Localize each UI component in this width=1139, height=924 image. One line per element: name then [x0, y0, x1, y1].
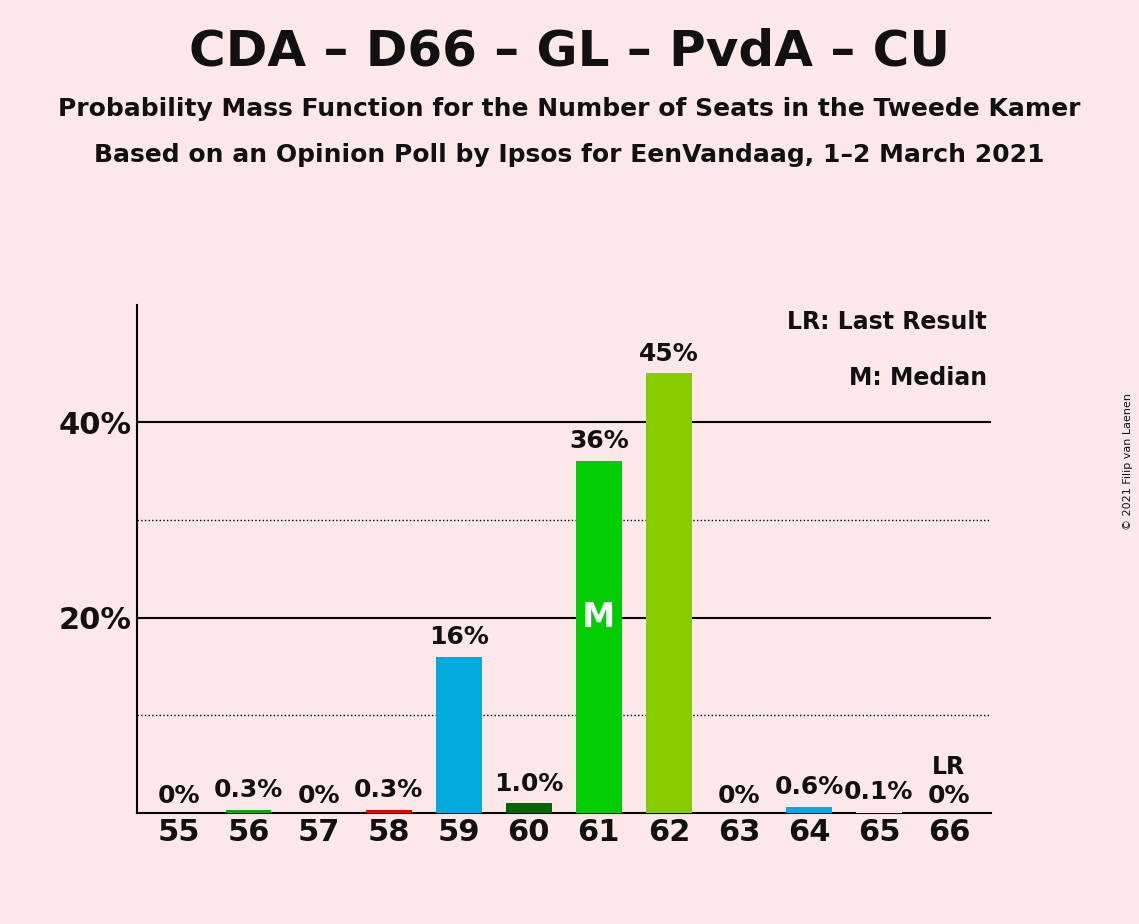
Text: LR: LR	[933, 755, 966, 779]
Bar	[226, 810, 271, 813]
Text: Based on an Opinion Poll by Ipsos for EenVandaag, 1–2 March 2021: Based on an Opinion Poll by Ipsos for Ee…	[95, 143, 1044, 167]
Text: 36%: 36%	[570, 430, 629, 454]
Text: © 2021 Filip van Laenen: © 2021 Filip van Laenen	[1123, 394, 1133, 530]
Text: 45%: 45%	[639, 342, 698, 366]
Bar	[366, 810, 411, 813]
Bar	[646, 373, 691, 813]
Text: 0%: 0%	[927, 784, 970, 808]
Text: 1.0%: 1.0%	[494, 772, 564, 796]
Text: 0%: 0%	[157, 784, 200, 808]
Text: LR: Last Result: LR: Last Result	[787, 310, 986, 334]
Text: M: M	[582, 602, 615, 634]
Bar	[436, 657, 482, 813]
Bar	[786, 808, 831, 813]
Text: CDA – D66 – GL – PvdA – CU: CDA – D66 – GL – PvdA – CU	[189, 28, 950, 76]
Text: 0%: 0%	[297, 784, 339, 808]
Bar	[576, 461, 622, 813]
Text: 0.3%: 0.3%	[214, 778, 284, 802]
Bar	[506, 803, 551, 813]
Text: M: Median: M: Median	[849, 366, 986, 390]
Text: 0.6%: 0.6%	[775, 775, 844, 799]
Text: 16%: 16%	[429, 625, 489, 649]
Bar	[857, 812, 902, 813]
Text: 0%: 0%	[718, 784, 760, 808]
Text: Probability Mass Function for the Number of Seats in the Tweede Kamer: Probability Mass Function for the Number…	[58, 97, 1081, 121]
Text: 0.3%: 0.3%	[354, 778, 424, 802]
Text: 0.1%: 0.1%	[844, 781, 913, 804]
